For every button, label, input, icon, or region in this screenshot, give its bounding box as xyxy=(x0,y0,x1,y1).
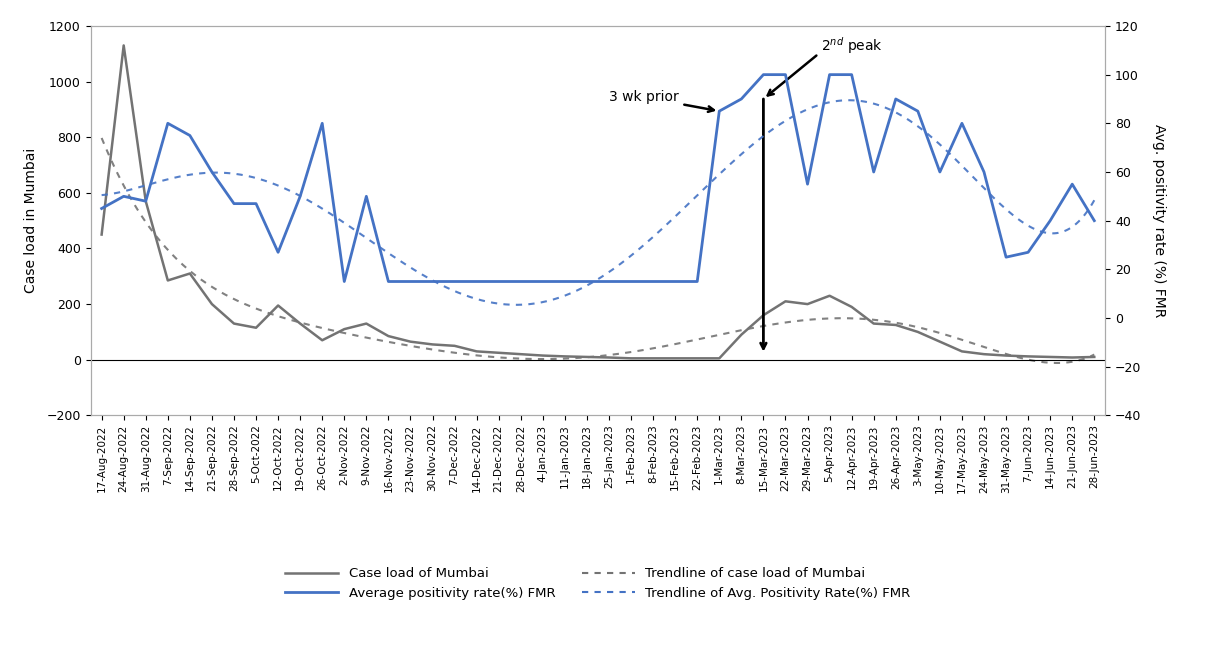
Legend: Case load of Mumbai, Average positivity rate(%) FMR, Trendline of case load of M: Case load of Mumbai, Average positivity … xyxy=(280,562,916,606)
Text: 2$^{nd}$ peak: 2$^{nd}$ peak xyxy=(820,35,883,56)
Text: 3 wk prior: 3 wk prior xyxy=(609,90,714,112)
Y-axis label: Case load in Mumbai: Case load in Mumbai xyxy=(24,148,39,293)
Y-axis label: Avg. positivity rate (%) FMR: Avg. positivity rate (%) FMR xyxy=(1152,124,1167,317)
